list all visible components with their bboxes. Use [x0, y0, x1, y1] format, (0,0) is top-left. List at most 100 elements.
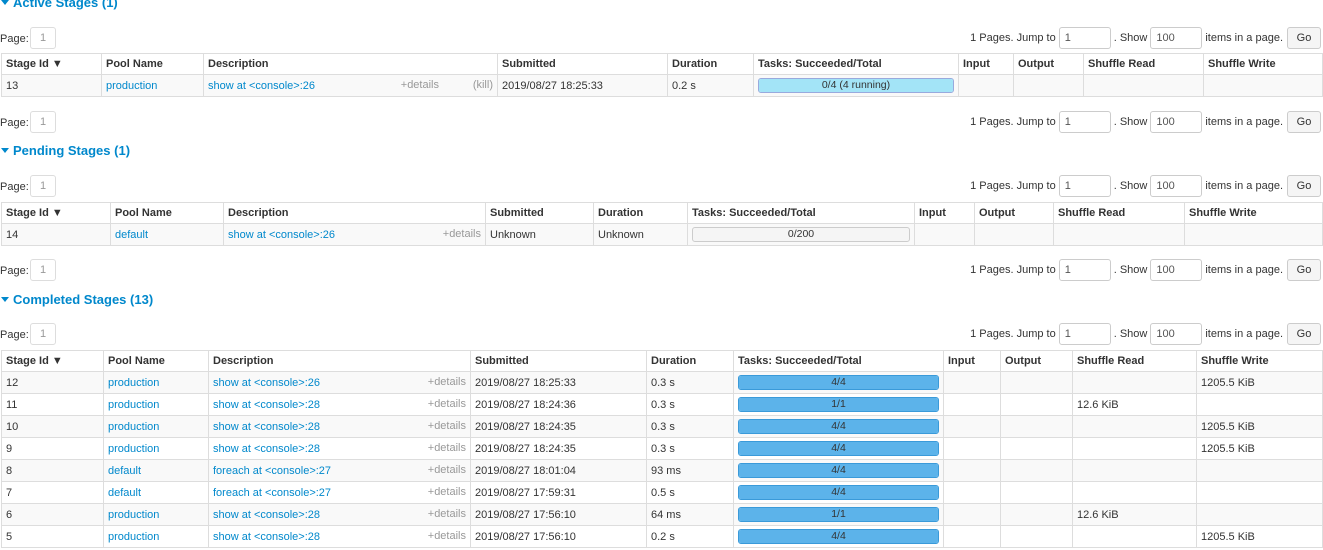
description-link[interactable]: show at <console>:26	[228, 228, 336, 241]
go-button[interactable]: Go	[1287, 111, 1321, 133]
submitted-cell: 2019/08/27 18:24:36	[470, 393, 647, 416]
pool-link[interactable]: production	[106, 79, 158, 92]
page-button[interactable]: 1	[30, 323, 56, 345]
page-size-input[interactable]	[1150, 323, 1203, 345]
output-cell	[974, 223, 1054, 246]
page-button[interactable]: 1	[30, 27, 56, 49]
details-toggle[interactable]: +details	[427, 508, 466, 520]
details-toggle[interactable]: +details	[427, 376, 466, 388]
column-header-tasks[interactable]: Tasks: Succeeded/Total	[753, 53, 959, 75]
column-header-shuffle-read[interactable]: Shuffle Read	[1083, 53, 1204, 75]
page-button[interactable]: 1	[30, 111, 56, 133]
description-link[interactable]: show at <console>:28	[213, 530, 321, 543]
details-toggle[interactable]: +details	[427, 486, 466, 498]
details-toggle[interactable]: +details	[427, 464, 466, 476]
description-link[interactable]: foreach at <console>:27	[213, 464, 332, 477]
column-header-description[interactable]: Description	[203, 53, 498, 75]
go-button[interactable]: Go	[1287, 175, 1321, 197]
pool-link[interactable]: default	[115, 228, 149, 241]
page-button[interactable]: 1	[30, 175, 56, 197]
column-header-stage-id[interactable]: Stage Id ▼	[1, 202, 111, 224]
go-button[interactable]: Go	[1287, 259, 1321, 281]
submitted-cell: 2019/08/27 18:25:33	[497, 74, 668, 97]
page-size-input[interactable]	[1150, 111, 1203, 133]
column-header-shuffle-write[interactable]: Shuffle Write	[1203, 53, 1323, 75]
stage-id-cell: 13	[1, 74, 102, 97]
jump-to-page-input[interactable]	[1058, 27, 1111, 49]
column-header-pool-name[interactable]: Pool Name	[101, 53, 204, 75]
description-link[interactable]: show at <console>:26	[208, 79, 316, 92]
column-header-submitted[interactable]: Submitted	[497, 53, 668, 75]
page-label: Page:	[0, 181, 29, 193]
tasks-progress-bar: 0/4 (4 running)	[758, 78, 954, 93]
column-header-description[interactable]: Description	[208, 350, 471, 372]
pool-link[interactable]: production	[108, 530, 160, 543]
page-size-input[interactable]	[1150, 27, 1203, 49]
column-header-submitted[interactable]: Submitted	[470, 350, 647, 372]
column-header-input[interactable]: Input	[958, 53, 1014, 75]
section-title[interactable]: Active Stages (1)	[0, 0, 118, 10]
description-link[interactable]: show at <console>:28	[213, 420, 321, 433]
pool-link[interactable]: default	[108, 464, 142, 477]
description-link[interactable]: show at <console>:28	[213, 398, 321, 411]
go-button[interactable]: Go	[1287, 323, 1321, 345]
go-button[interactable]: Go	[1287, 27, 1321, 49]
details-toggle[interactable]: +details	[427, 530, 466, 542]
column-header-pool-name[interactable]: Pool Name	[110, 202, 224, 224]
kill-link[interactable]: (kill)	[472, 79, 493, 91]
column-header-tasks[interactable]: Tasks: Succeeded/Total	[733, 350, 944, 372]
jump-to-page-input[interactable]	[1058, 111, 1111, 133]
output-cell	[1000, 437, 1073, 460]
tasks-progress-bar: 4/4	[738, 463, 939, 478]
pages-text: 1 Pages. Jump to	[970, 328, 1056, 340]
shuffle-write-cell	[1196, 481, 1323, 504]
column-header-shuffle-write[interactable]: Shuffle Write	[1184, 202, 1323, 224]
column-header-output[interactable]: Output	[1000, 350, 1073, 372]
pool-link[interactable]: production	[108, 442, 160, 455]
column-header-submitted[interactable]: Submitted	[485, 202, 594, 224]
details-toggle[interactable]: +details	[427, 398, 466, 410]
column-header-stage-id[interactable]: Stage Id ▼	[1, 53, 102, 75]
duration-cell: 0.2 s	[667, 74, 754, 97]
section-title[interactable]: Pending Stages (1)	[0, 143, 130, 158]
column-header-tasks[interactable]: Tasks: Succeeded/Total	[687, 202, 915, 224]
description-link[interactable]: show at <console>:28	[213, 442, 321, 455]
page-size-input[interactable]	[1150, 259, 1203, 281]
pagination: Page: 1 1 Pages. Jump to . Show items in…	[0, 111, 1323, 135]
description-link[interactable]: foreach at <console>:27	[213, 486, 332, 499]
column-header-shuffle-read[interactable]: Shuffle Read	[1053, 202, 1185, 224]
pool-link[interactable]: production	[108, 420, 160, 433]
description-link[interactable]: show at <console>:26	[213, 376, 321, 389]
page-size-input[interactable]	[1150, 175, 1203, 197]
column-header-input[interactable]: Input	[943, 350, 1001, 372]
pagination: Page: 1 1 Pages. Jump to . Show items in…	[0, 27, 1323, 51]
column-header-output[interactable]: Output	[974, 202, 1054, 224]
column-header-duration[interactable]: Duration	[667, 53, 754, 75]
jump-to-page-input[interactable]	[1058, 175, 1111, 197]
shuffle-read-cell	[1053, 223, 1185, 246]
section-title[interactable]: Completed Stages (13)	[0, 292, 153, 307]
pool-link[interactable]: default	[108, 486, 142, 499]
details-toggle[interactable]: +details	[427, 420, 466, 432]
column-header-input[interactable]: Input	[914, 202, 975, 224]
details-toggle[interactable]: +details	[442, 228, 481, 240]
pool-link[interactable]: production	[108, 508, 160, 521]
jump-to-page-input[interactable]	[1058, 323, 1111, 345]
column-header-duration[interactable]: Duration	[646, 350, 734, 372]
shuffle-write-cell: 1205.5 KiB	[1196, 437, 1323, 460]
section-title-text: Active Stages (1)	[13, 0, 118, 10]
description-link[interactable]: show at <console>:28	[213, 508, 321, 521]
details-toggle[interactable]: +details	[400, 79, 439, 91]
column-header-duration[interactable]: Duration	[593, 202, 688, 224]
column-header-pool-name[interactable]: Pool Name	[103, 350, 209, 372]
column-header-shuffle-read[interactable]: Shuffle Read	[1072, 350, 1197, 372]
column-header-description[interactable]: Description	[223, 202, 486, 224]
column-header-shuffle-write[interactable]: Shuffle Write	[1196, 350, 1323, 372]
details-toggle[interactable]: +details	[427, 442, 466, 454]
pool-link[interactable]: production	[108, 398, 160, 411]
page-button[interactable]: 1	[30, 259, 56, 281]
column-header-stage-id[interactable]: Stage Id ▼	[1, 350, 104, 372]
pool-link[interactable]: production	[108, 376, 160, 389]
jump-to-page-input[interactable]	[1058, 259, 1111, 281]
column-header-output[interactable]: Output	[1013, 53, 1084, 75]
